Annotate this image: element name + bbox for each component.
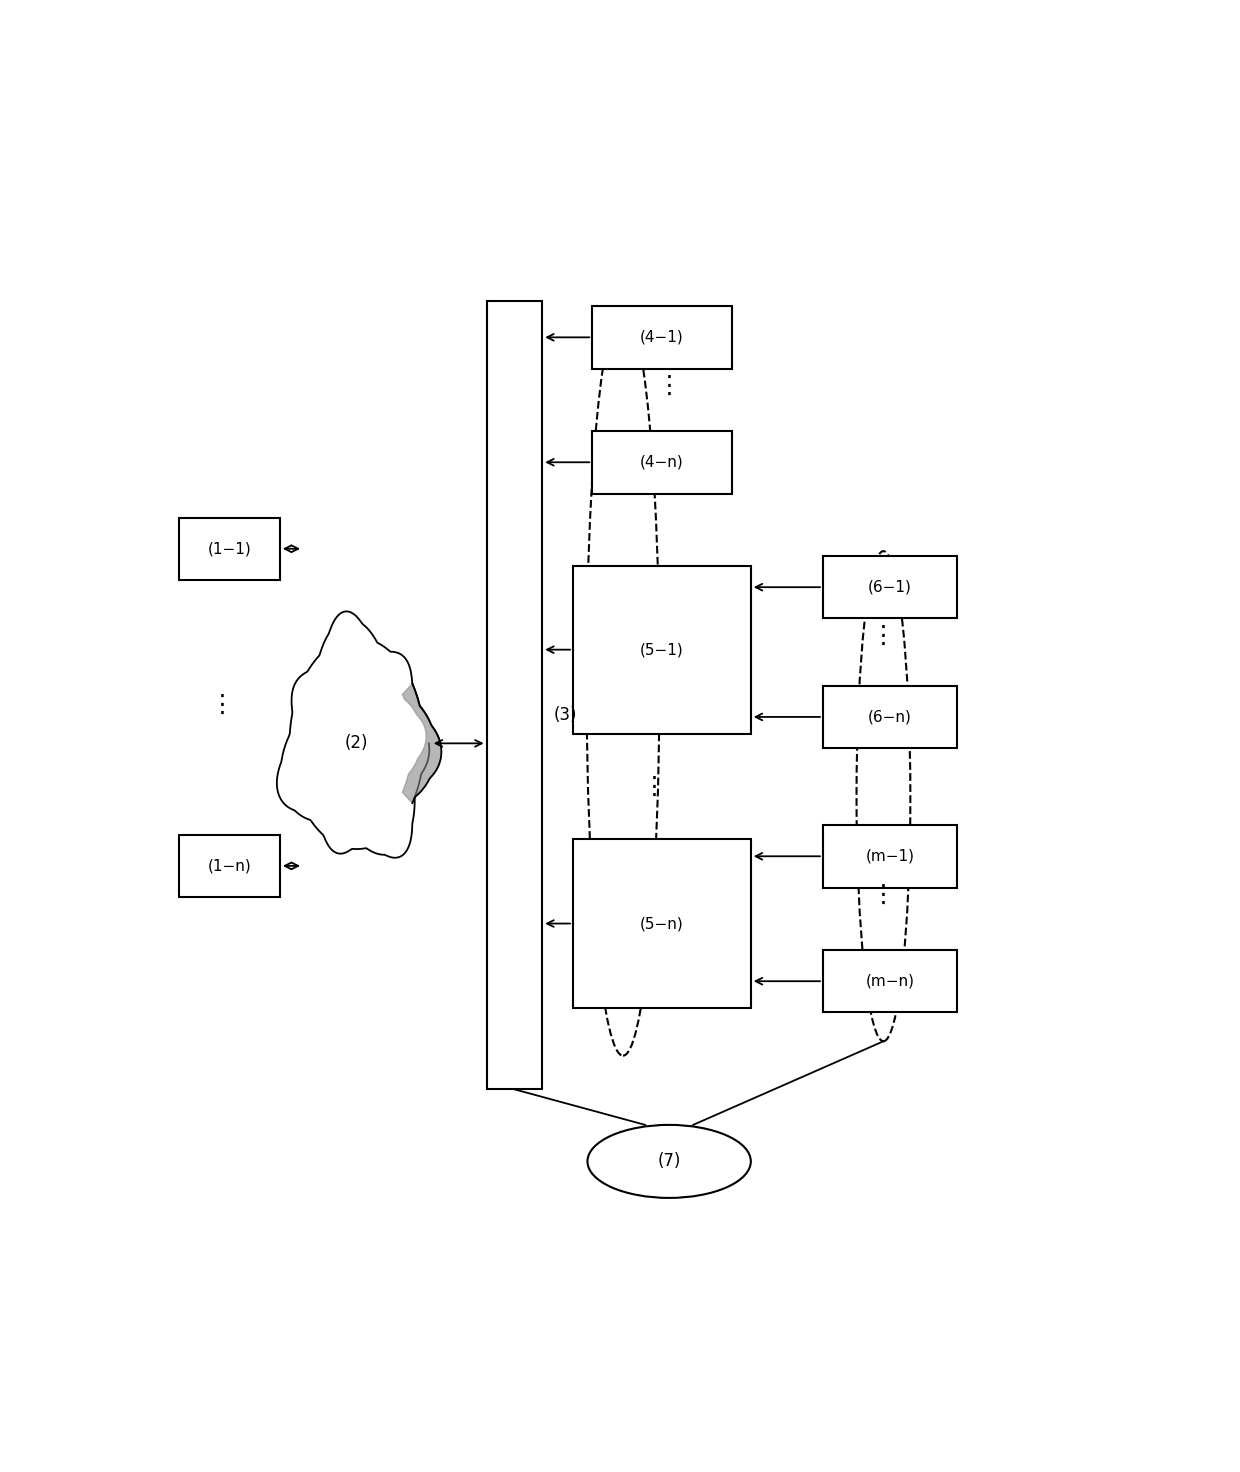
Bar (573, 839, 751, 1008)
Text: (4−1): (4−1) (640, 330, 683, 344)
Polygon shape (277, 611, 440, 858)
Text: (3): (3) (554, 705, 578, 724)
Text: (m−n): (m−n) (866, 973, 915, 989)
Bar (179, 518, 280, 580)
Bar (486, 302, 542, 1089)
Bar (823, 556, 957, 618)
Text: (1−1): (1−1) (207, 542, 252, 556)
Text: ⋮: ⋮ (210, 693, 234, 717)
Bar (823, 949, 957, 1013)
Bar (823, 824, 957, 888)
Polygon shape (402, 683, 441, 804)
Bar (823, 686, 957, 748)
Text: (6−1): (6−1) (868, 580, 913, 595)
Text: (m−1): (m−1) (866, 849, 915, 864)
Bar (593, 306, 732, 368)
Text: ⋮: ⋮ (642, 774, 667, 799)
Text: (4−n): (4−n) (640, 455, 683, 470)
Ellipse shape (588, 1125, 750, 1198)
Text: (5−n): (5−n) (640, 916, 683, 932)
Text: (1−n): (1−n) (207, 858, 252, 873)
Text: ⋮: ⋮ (870, 883, 897, 907)
Text: (7): (7) (657, 1153, 681, 1170)
Text: (6−n): (6−n) (868, 710, 913, 724)
Bar (179, 835, 280, 896)
Text: (5−1): (5−1) (640, 642, 683, 657)
Text: ⋮: ⋮ (870, 624, 897, 648)
Bar (593, 431, 732, 493)
Text: ⋮: ⋮ (657, 374, 682, 397)
Text: (2): (2) (345, 735, 368, 752)
Bar (573, 565, 751, 733)
